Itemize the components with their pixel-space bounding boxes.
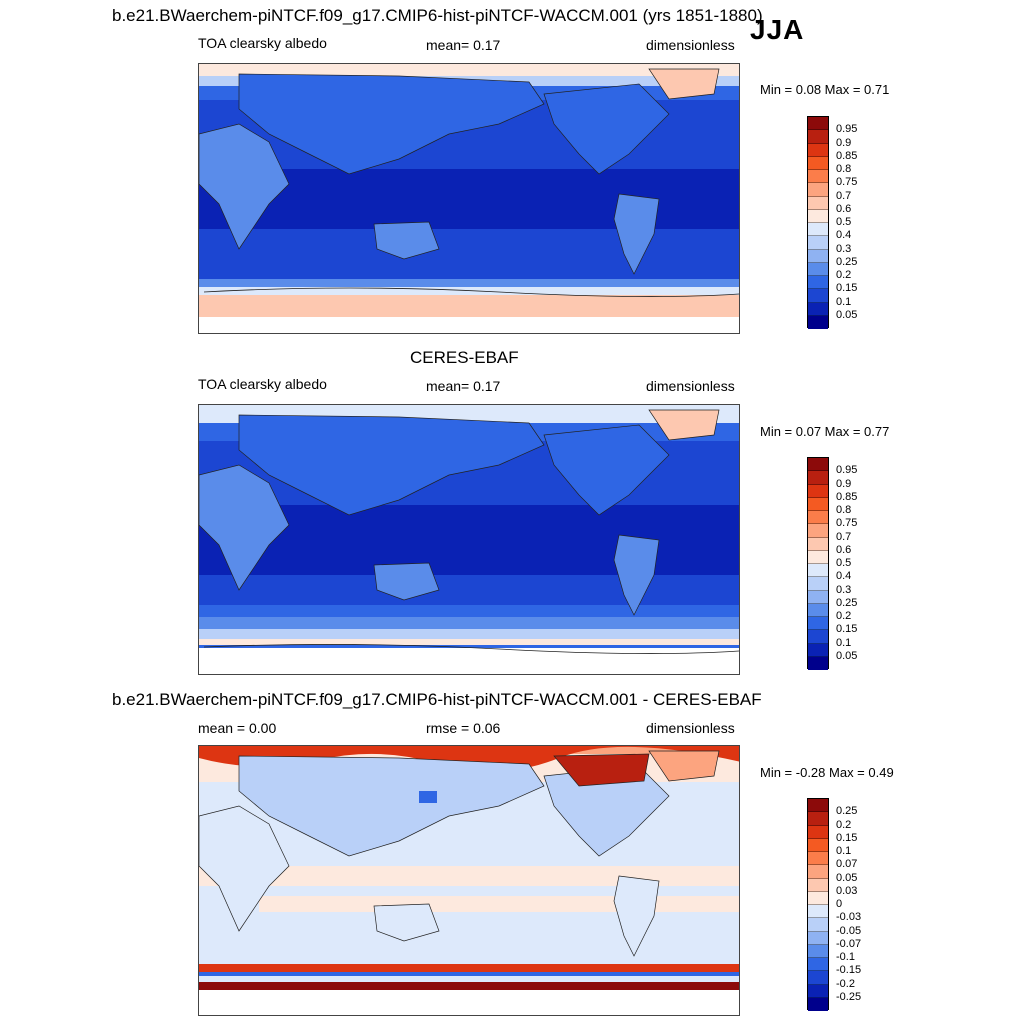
colorbar-tick-label: 0.85 <box>836 149 858 162</box>
colorbar-tick-label: 0.9 <box>836 136 852 149</box>
colorbar-tick-label: -0.03 <box>836 911 862 924</box>
panel2-colorbar-ticks: 0.95 0.9 0.85 0.8 0.75 0.7 0.6 0.5 0.4 0… <box>836 457 876 669</box>
colorbar-tick-label: 0.03 <box>836 884 858 897</box>
panel3-mean-label: mean = 0.00 <box>198 720 277 736</box>
colorbar-tick-label: 0.7 <box>836 189 852 202</box>
model-albedo-map <box>198 63 740 334</box>
colorbar-tick-label: 0.6 <box>836 543 852 556</box>
panel2-mean-label: mean= 0.17 <box>426 378 501 394</box>
colorbar-tick-label: -0.2 <box>836 977 855 990</box>
colorbar-tick-label: -0.05 <box>836 924 862 937</box>
panel3-colorbar <box>807 798 829 1011</box>
colorbar-tick-label: 0.7 <box>836 530 852 543</box>
panel2-minmax: Min = 0.07 Max = 0.77 <box>760 424 890 439</box>
season-label: JJA <box>750 14 805 45</box>
panel1-colorbar-ticks: 0.95 0.9 0.85 0.8 0.75 0.7 0.6 0.5 0.4 0… <box>836 116 876 328</box>
colorbar-tick-label: 0 <box>836 898 843 910</box>
panel2-title: CERES-EBAF <box>410 348 519 367</box>
colorbar-tick-label: 0.15 <box>836 831 858 844</box>
colorbar-tick-label: 0.05 <box>836 308 858 321</box>
difference-map-graphic <box>199 746 739 1015</box>
colorbar-tick-label: 0.8 <box>836 504 852 516</box>
colorbar-tick-label: 0.2 <box>836 269 852 281</box>
colorbar-tick-label: 0.8 <box>836 163 852 175</box>
panel1-mean-label: mean= 0.17 <box>426 37 501 53</box>
panel3-rmse-label: rmse = 0.06 <box>426 720 501 736</box>
colorbar-tick-label: -0.25 <box>836 990 862 1003</box>
obs-albedo-map <box>198 404 740 675</box>
colorbar-tick-label: 0.05 <box>836 649 858 662</box>
panel1-minmax: Min = 0.08 Max = 0.71 <box>760 82 890 97</box>
colorbar-tick-label: 0.2 <box>836 818 852 831</box>
colorbar-tick-label: 0.25 <box>836 255 858 268</box>
model-albedo-map-graphic <box>199 64 739 333</box>
colorbar-tick-label: 0.95 <box>836 464 858 477</box>
panel1-units-label: dimensionless <box>646 37 735 53</box>
colorbar-tick-label: 0.1 <box>836 295 852 308</box>
colorbar-tick-label: -0.1 <box>836 951 855 963</box>
panel1-variable-label: TOA clearsky albedo <box>198 35 327 51</box>
colorbar-tick-label: 0.6 <box>836 202 852 215</box>
colorbar-tick-label: 0.5 <box>836 557 852 569</box>
colorbar-tick-label: 0.4 <box>836 229 852 242</box>
panel2-colorbar <box>807 457 829 670</box>
colorbar-tick-label: 0.1 <box>836 636 852 649</box>
colorbar-tick-label: 0.25 <box>836 596 858 609</box>
colorbar-tick-label: 0.4 <box>836 570 852 583</box>
panel3-minmax: Min = -0.28 Max = 0.49 <box>760 765 894 780</box>
colorbar-tick-label: 0.85 <box>836 490 858 503</box>
colorbar-tick-label: 0.2 <box>836 610 852 622</box>
panel3-colorbar-ticks: 0.25 0.2 0.15 0.1 0.07 0.05 0.03 0 -0.03… <box>836 798 876 1010</box>
colorbar-tick-label: 0.95 <box>836 123 858 136</box>
colorbar-tick-label: 0.3 <box>836 242 852 255</box>
colorbar-tick-label: 0.07 <box>836 858 858 871</box>
colorbar-tick-label: 0.75 <box>836 176 858 189</box>
obs-albedo-map-graphic <box>199 405 739 674</box>
colorbar-tick-label: -0.07 <box>836 937 862 950</box>
panel3-units-label: dimensionless <box>646 720 735 736</box>
difference-map <box>198 745 740 1016</box>
panel3-title: b.e21.BWaerchem-piNTCF.f09_g17.CMIP6-his… <box>112 690 762 709</box>
colorbar-tick-label: 0.15 <box>836 623 858 636</box>
colorbar-tick-label: 0.1 <box>836 845 852 857</box>
panel2-variable-label: TOA clearsky albedo <box>198 376 327 392</box>
panel2-units-label: dimensionless <box>646 378 735 394</box>
colorbar-tick-label: 0.5 <box>836 216 852 228</box>
colorbar-tick-label: -0.15 <box>836 964 862 977</box>
panel1-colorbar <box>807 116 829 329</box>
colorbar-tick-label: 0.9 <box>836 477 852 490</box>
colorbar-tick-label: 0.05 <box>836 871 858 884</box>
colorbar-tick-label: 0.25 <box>836 805 858 818</box>
colorbar-tick-label: 0.15 <box>836 282 858 295</box>
panel1-title: b.e21.BWaerchem-piNTCF.f09_g17.CMIP6-his… <box>112 6 763 25</box>
colorbar-tick-label: 0.75 <box>836 517 858 530</box>
colorbar-tick-label: 0.3 <box>836 583 852 596</box>
